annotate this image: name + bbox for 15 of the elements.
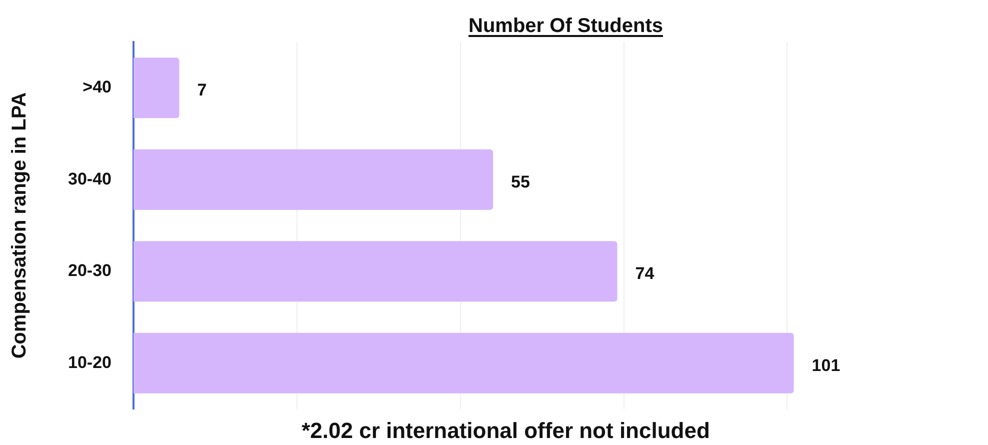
data-label: 7 xyxy=(197,80,207,100)
y-tick-label: >40 xyxy=(82,78,112,97)
bar xyxy=(133,149,494,210)
data-label: 101 xyxy=(812,356,840,375)
y-tick-label: 30-40 xyxy=(68,169,112,188)
chart-title: Number Of Students xyxy=(468,15,663,37)
y-tick-label: 10-20 xyxy=(68,352,112,372)
text: *2.02 cr international offer not included xyxy=(302,418,710,443)
bar xyxy=(133,332,794,394)
bar xyxy=(133,58,180,118)
y-tick-label: 20-30 xyxy=(68,261,112,280)
bar xyxy=(133,241,618,302)
y-axis-title: Compensation range in LPA xyxy=(8,92,31,359)
data-label: 55 xyxy=(511,172,530,192)
data-label: 74 xyxy=(635,264,655,284)
